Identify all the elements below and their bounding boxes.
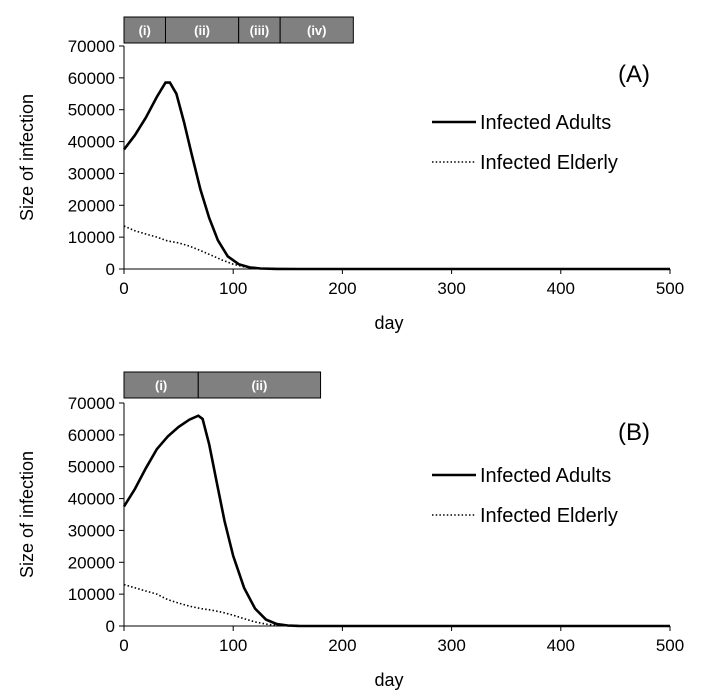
panel-a: (i) (ii) (iii) (iv) 0 10000 20000 30000 40000 50…	[17, 16, 684, 333]
legend-label-infected-elderly: Infected Elderly	[480, 505, 618, 527]
series-infected-elderly-line	[123, 583, 670, 627]
y-tick-label-10000: 10000	[68, 585, 115, 604]
series-infected-adults-line	[122, 81, 670, 271]
y-tick-label-30000: 30000	[68, 521, 115, 540]
x-tick-label-500: 500	[656, 636, 684, 655]
y-ticks: 0 10000 20000 30000 40000 50000 60000 70000	[68, 37, 124, 279]
phase-ii-label: (ii)	[194, 23, 210, 38]
y-tick-label-0: 0	[106, 260, 115, 279]
y-tick-label-40000: 40000	[68, 490, 115, 509]
legend-label-infected-adults: Infected Adults	[480, 465, 611, 487]
y-ticks: 0 10000 20000 30000 40000 50000 60000 70000	[68, 394, 124, 636]
x-ticks: 0 100 200 300 400 500	[119, 626, 684, 655]
series-group	[122, 414, 670, 628]
phase-ii-segment	[164, 16, 240, 44]
phase-iii-label: (iii)	[250, 23, 270, 38]
x-tick-label-0: 0	[119, 279, 128, 298]
y-axis-label: Size of infection	[17, 94, 37, 221]
x-tick-label-200: 200	[328, 636, 356, 655]
y-tick-label-30000: 30000	[68, 164, 115, 183]
y-tick-label-50000: 50000	[68, 101, 115, 120]
y-tick-label-60000: 60000	[68, 69, 115, 88]
y-tick-label-70000: 70000	[68, 37, 115, 56]
y-tick-label-70000: 70000	[68, 394, 115, 413]
phase-iv-label: (iv)	[307, 23, 327, 38]
series-infected-adults-line	[122, 414, 670, 628]
y-tick-label-60000: 60000	[68, 426, 115, 445]
legend: Infected Adults Infected Elderly	[432, 112, 618, 174]
phase-ii-label: (ii)	[251, 378, 267, 393]
x-tick-label-300: 300	[437, 279, 465, 298]
x-tick-label-300: 300	[437, 636, 465, 655]
x-axis-label: day	[374, 670, 403, 690]
phase-ii-segment	[197, 371, 322, 399]
phase-bar: (i) (ii)	[123, 371, 322, 399]
panel-label: (B)	[618, 419, 650, 446]
phase-i-label: (i)	[139, 23, 151, 38]
y-tick-label-20000: 20000	[68, 553, 115, 572]
phase-bar: (i) (ii) (iii) (iv)	[123, 16, 354, 44]
y-tick-label-0: 0	[106, 617, 115, 636]
x-tick-label-400: 400	[547, 279, 575, 298]
phase-iii-segment	[238, 16, 281, 44]
y-tick-label-10000: 10000	[68, 228, 115, 247]
x-tick-label-400: 400	[547, 636, 575, 655]
legend: Infected Adults Infected Elderly	[432, 465, 618, 527]
x-tick-label-200: 200	[328, 279, 356, 298]
phase-i-segment	[123, 16, 166, 44]
x-axis-label: day	[374, 313, 403, 333]
x-ticks: 0 100 200 300 400 500	[119, 269, 684, 298]
series-infected-elderly-line	[123, 225, 670, 270]
x-tick-label-500: 500	[656, 279, 684, 298]
x-tick-label-100: 100	[219, 636, 247, 655]
y-axis-label: Size of infection	[17, 451, 37, 578]
legend-label-infected-elderly: Infected Elderly	[480, 152, 618, 174]
phase-iv-segment	[279, 16, 354, 44]
x-tick-label-100: 100	[219, 279, 247, 298]
phase-i-label: (i)	[155, 378, 167, 393]
panel-b: (i) (ii) 0 10000 20000 30000 40000 50000 60000 7…	[17, 371, 684, 690]
series-group	[122, 81, 670, 271]
x-tick-label-0: 0	[119, 636, 128, 655]
y-tick-label-20000: 20000	[68, 196, 115, 215]
y-tick-label-50000: 50000	[68, 458, 115, 477]
y-tick-label-40000: 40000	[68, 133, 115, 152]
panel-label: (A)	[618, 61, 650, 88]
legend-label-infected-adults: Infected Adults	[480, 112, 611, 134]
